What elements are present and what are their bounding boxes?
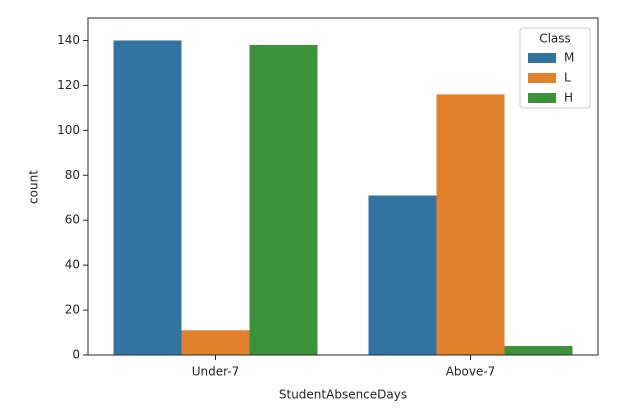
- legend-box: [519, 27, 591, 109]
- y-axis-label: count: [27, 170, 41, 204]
- bar: [113, 40, 182, 355]
- y-tick-label: 80: [65, 168, 80, 182]
- y-tick-label: 100: [57, 123, 80, 137]
- y-tick-label: 120: [57, 78, 80, 92]
- bar: [504, 346, 573, 355]
- x-axis-label: StudentAbsenceDays: [279, 388, 407, 402]
- y-tick-label: 20: [65, 303, 80, 317]
- x-tick-label: Above-7: [446, 365, 496, 379]
- bar: [436, 94, 505, 356]
- legend-swatch: [528, 53, 556, 63]
- bar: [181, 330, 250, 355]
- y-tick-label: 60: [65, 213, 80, 227]
- legend-title: Class: [539, 32, 571, 46]
- legend-swatch: [528, 73, 556, 83]
- y-tick-label: 140: [57, 33, 80, 47]
- y-tick-label: 0: [72, 348, 80, 362]
- legend-label: M: [564, 51, 574, 65]
- bar: [368, 195, 437, 355]
- y-tick-label: 40: [65, 258, 80, 272]
- plot-frame: [87, 17, 599, 356]
- x-tick-label: Under-7: [192, 365, 240, 379]
- bar: [249, 44, 318, 356]
- legend-label: H: [564, 91, 573, 105]
- legend-swatch: [528, 93, 556, 103]
- legend-label: L: [564, 71, 571, 85]
